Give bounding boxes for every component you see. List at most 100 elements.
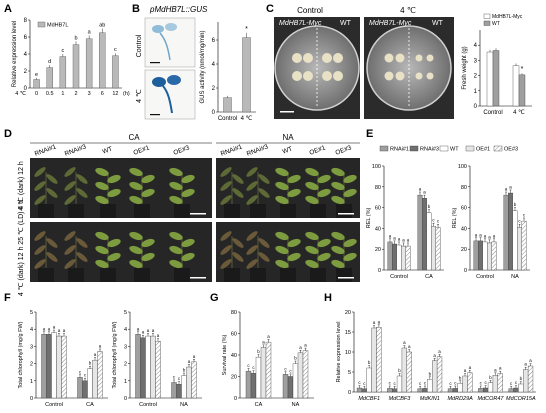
y-tick-label: 100 [372,164,381,170]
plant-leaf [317,252,331,262]
significance-letter: c [247,363,250,368]
y-tick-label: 4 [30,327,33,333]
plant-pot [174,204,190,218]
x-tick-label: MdRD29A [447,396,473,402]
bar [473,240,479,271]
y-tick-label: 20 [461,247,467,253]
plant-leaf [258,252,270,262]
x-axis-label: 4 ℃ [15,91,27,97]
significance-letter: c [510,381,513,386]
significance-letter: a [505,187,508,192]
y-tick-label: 0 [124,396,127,402]
significance-letter: a [63,328,66,333]
bar [447,388,454,393]
plant-leaf [305,167,319,177]
plant-pot [280,204,296,218]
scale-bar [190,277,206,279]
bar [155,341,161,399]
significance-letter: b [489,375,492,380]
significance-letter: a [262,339,265,344]
significance-letter: ab [99,23,105,29]
significance-letter: c [523,213,526,218]
y-tick-label: 3 [30,344,33,350]
plant-pot [336,204,352,218]
plant-leaf [246,231,258,241]
significance-letter: c [61,48,64,54]
bar [497,373,503,393]
significance-letter: a [479,232,482,237]
significance-letter: c [84,373,87,378]
plant-leaf [46,188,58,198]
plant-leaf [275,259,289,269]
significance-letter: c [437,219,440,224]
significance-letter: a [58,328,61,333]
y-axis-label: Survival rate (%) [222,335,228,376]
bar [512,65,520,107]
bar [462,375,468,393]
bar [366,367,372,393]
plant-leaf [64,245,76,255]
plant-leaf [275,245,289,255]
panel-letter-h: H [324,292,332,304]
y-tick-label: 0 [378,268,381,274]
plant-leaf [232,188,244,198]
plant-leaf [46,252,58,262]
bar [82,380,88,399]
plant-leaf [258,188,270,198]
y-axis-label: Relative expression level [336,322,342,383]
legend-label: MdHB7L [47,23,68,29]
x-tick-label: NA [511,274,519,280]
plant-leaf [141,238,155,248]
significance-letter: a [529,358,532,363]
plant-leaf [258,174,270,184]
significance-letter: a [53,325,56,330]
plant-leaf [287,188,301,198]
x-axis-unit: (h) [123,91,130,97]
plant-leaf [331,231,345,241]
legend-swatch [37,21,46,28]
bar [478,240,483,271]
panel-letter-b: B [132,3,140,15]
y-tick-label: 3 [124,344,127,350]
y-tick-label: 60 [375,206,381,212]
plant-leaf [169,181,183,191]
plant-leaf [232,238,244,248]
petri-plate-cold-image [364,17,454,119]
plant-leaf [246,195,258,205]
x-tick-label: MdCOR15A [506,396,536,402]
panel-b-row-label-control: Control [136,34,143,57]
significance-letter: a [137,326,140,331]
plant-leaf [34,259,46,269]
bar [392,388,398,393]
legend-swatch [439,145,449,152]
panel-b-row-label-cold: 4 ℃ [136,89,143,103]
plant-pot [310,268,326,282]
scale-bar [190,213,206,215]
y-tick-label: 40 [461,226,467,232]
bar [387,388,393,393]
genotype-label-na: RNAi#3 [246,143,270,157]
significance-letter: c [358,380,361,385]
bar [46,334,52,399]
bar [452,388,458,393]
y-tick-label: 2 [474,74,478,80]
panel-letter-g: G [210,292,219,304]
significance-letter: b [74,35,77,41]
bar [297,352,304,399]
significance-letter: a [398,236,401,241]
bar [417,194,423,271]
y-tick-label: 15 [345,330,351,336]
significance-letter: a [407,237,410,242]
plant-pot [134,204,150,218]
significance-letter: c [178,376,181,381]
x-tick-label: NA [292,402,300,408]
bar [401,245,406,271]
significance-letter: a [402,237,405,242]
significance-letter: a [188,359,191,364]
bar [112,55,119,89]
plate-cold-right-label: WT [432,20,444,27]
panel-a-chart: 0 2 4 6 8 Relative expression level e 0 d 0.5 c 1 b 2… [12,18,130,97]
bar [191,361,197,399]
